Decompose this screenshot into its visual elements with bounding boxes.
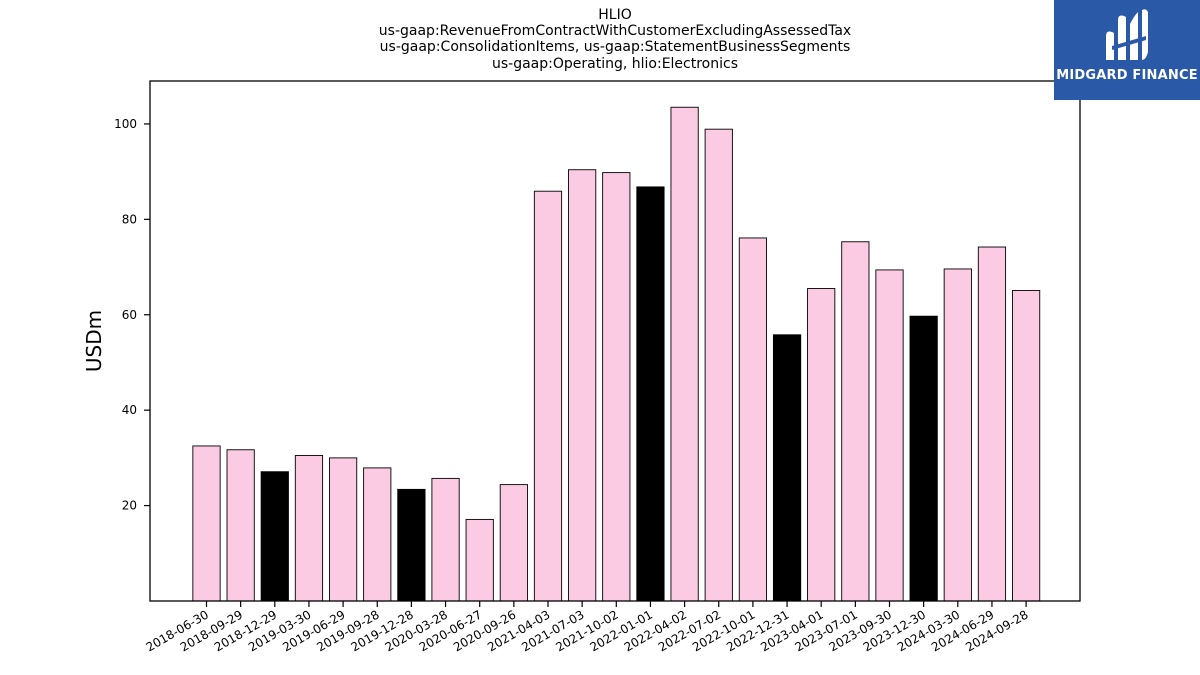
bar-2020-03-28	[431, 477, 460, 602]
bar-2023-12-30	[909, 315, 938, 602]
bar-2020-09-26	[499, 484, 528, 602]
plot-frame	[149, 80, 1081, 602]
bar-2018-06-30	[192, 445, 221, 602]
bar-2018-12-29	[260, 471, 289, 602]
y-tick-label: 20	[122, 499, 137, 513]
y-tick-label: 40	[122, 403, 137, 417]
bar-2021-07-03	[568, 169, 597, 602]
bar-2024-09-28	[1012, 289, 1041, 602]
bar-2019-03-30	[294, 455, 324, 602]
brand-logo: MIDGARD FINANCE	[1054, 0, 1200, 100]
bar-2023-04-01	[807, 288, 836, 602]
chart-title-ticker: HLIO	[598, 7, 632, 23]
bar-2022-12-31	[772, 334, 802, 602]
bar-2019-06-29	[329, 457, 358, 602]
bar-2018-09-29	[226, 449, 255, 602]
bar-2019-12-28	[397, 488, 426, 602]
y-tick-label: 60	[122, 308, 137, 322]
bar-2023-09-30	[875, 269, 904, 602]
bar-2022-10-01	[738, 237, 767, 602]
bars-group	[192, 106, 1041, 602]
bar-2024-03-30	[943, 268, 972, 602]
y-tick-label: 100	[114, 117, 137, 131]
y-axis-label: USDm	[82, 310, 106, 372]
bar-2022-07-02	[704, 128, 733, 602]
midgard-logo-icon	[1106, 9, 1148, 61]
y-axis: 20 40 60 80 100	[114, 117, 150, 513]
bar-2021-10-02	[602, 172, 631, 602]
bar-2021-04-03	[533, 190, 563, 602]
bar-2023-07-01	[841, 241, 870, 602]
chart-title-member: us-gaap:Operating, hlio:Electronics	[492, 56, 738, 72]
bar-2020-06-27	[465, 518, 494, 602]
y-tick-label: 80	[122, 212, 137, 226]
bar-2024-06-29	[977, 246, 1007, 602]
bar-2019-09-28	[363, 467, 392, 602]
brand-logo-text: MIDGARD FINANCE	[1056, 68, 1198, 83]
bar-2022-01-01	[636, 186, 665, 602]
chart-title-axis: us-gaap:ConsolidationItems, us-gaap:Stat…	[379, 39, 851, 55]
chart-title-concept: us-gaap:RevenueFromContractWithCustomerE…	[378, 23, 852, 39]
bar-2022-04-02	[670, 106, 699, 602]
x-axis: 2018-06-302018-09-292018-12-292019-03-30…	[144, 601, 1031, 654]
